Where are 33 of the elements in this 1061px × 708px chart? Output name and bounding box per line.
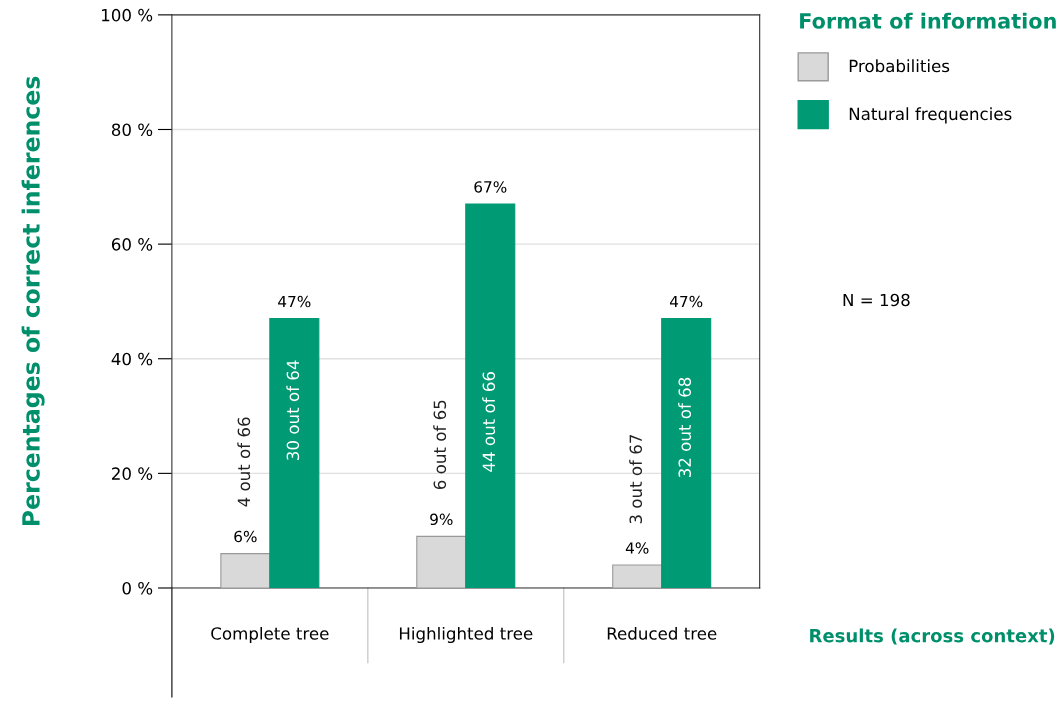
text: Results (across context) (810, 628, 1055, 645)
y-tick-label: 60 % (111, 238, 153, 251)
bar (612, 564, 663, 588)
annotation: 6 out of 65 (433, 400, 447, 490)
y-tick-label: 20 % (112, 467, 153, 480)
bar (661, 318, 712, 588)
data-label: 47% (278, 295, 311, 308)
legend-title: Format of information (800, 12, 1056, 29)
annotation: 4 out of 66 (237, 417, 251, 507)
data-label: 47% (669, 295, 703, 308)
y-tick-label: 100 % (102, 8, 153, 22)
y-axis-title: Percentages of correct inferences (21, 76, 45, 526)
bar (220, 553, 271, 588)
x-tick-label: Reduced tree (607, 626, 717, 640)
y-tick-label: 80 % (111, 123, 153, 137)
bar (416, 535, 467, 588)
x-tick-label: Complete tree (211, 626, 329, 644)
text: N = 198 (843, 293, 910, 307)
y-tick-label: 40 % (111, 352, 153, 366)
data-label: 67% (474, 181, 507, 193)
annotation: 30 out of 64 (286, 360, 300, 460)
annotation: 44 out of 66 (482, 372, 496, 472)
bar (465, 203, 516, 588)
bar (269, 318, 320, 588)
data-label: 6% (234, 530, 257, 543)
y-tick-label: 0 % (122, 581, 153, 595)
data-label: 4% (625, 542, 649, 554)
x-tick-label: Highlighted tree (399, 626, 533, 644)
legend-label: Natural frequencies (849, 107, 1012, 124)
annotation: 3 out of 67 (629, 434, 643, 524)
legend-label: Probabilities (849, 59, 950, 73)
annotation: 32 out of 68 (678, 377, 692, 478)
data-label: 9% (430, 513, 453, 526)
